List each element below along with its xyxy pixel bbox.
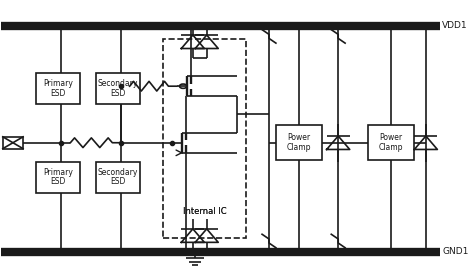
Text: Secondary: Secondary (98, 168, 138, 177)
Bar (96, 162, 140, 193)
Text: Primary: Primary (43, 79, 73, 88)
Text: ESD: ESD (110, 89, 126, 98)
Text: Internal IC: Internal IC (182, 207, 226, 216)
Text: Secondary: Secondary (98, 79, 138, 88)
Text: Power: Power (287, 133, 310, 142)
Bar (368, 125, 414, 160)
Text: Power: Power (380, 133, 403, 142)
Bar (36, 162, 80, 193)
Text: ESD: ESD (110, 177, 126, 186)
Bar (163, 39, 246, 238)
Text: Primary: Primary (43, 168, 73, 177)
Bar (276, 125, 322, 160)
Bar (36, 73, 80, 104)
Text: ESD: ESD (50, 177, 65, 186)
Text: Internal IC: Internal IC (182, 207, 226, 216)
Bar (96, 73, 140, 104)
Text: ESD: ESD (50, 89, 65, 98)
Text: VDD1: VDD1 (442, 21, 468, 30)
Text: Clamp: Clamp (287, 143, 311, 152)
Text: Clamp: Clamp (379, 143, 403, 152)
Text: GND1: GND1 (442, 247, 468, 256)
Bar (3, 137, 23, 149)
